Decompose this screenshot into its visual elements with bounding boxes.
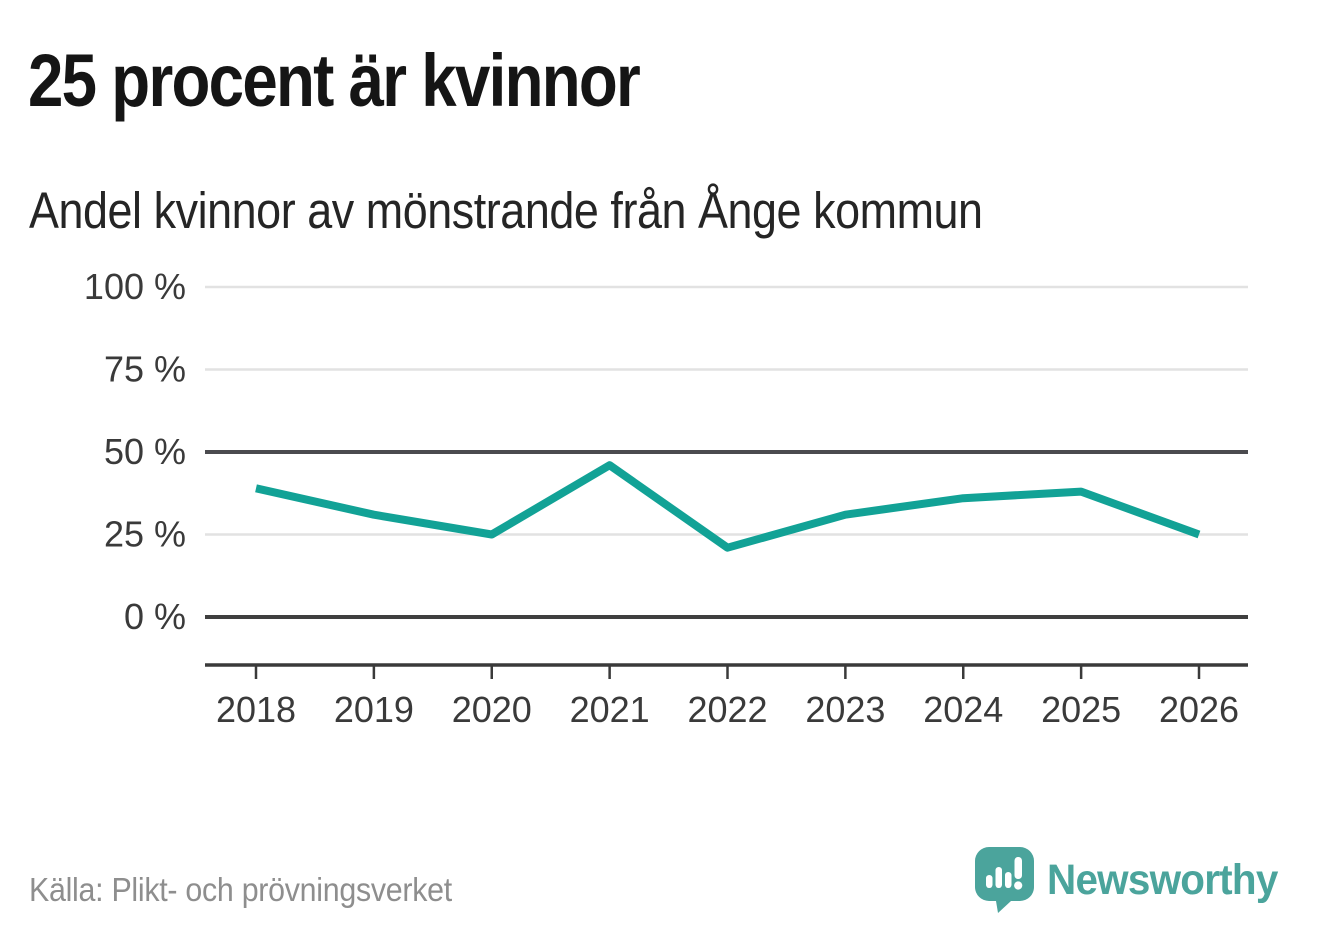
x-tick-label-2018: 2018 — [216, 689, 296, 730]
newsworthy-logo: Newsworthy — [974, 847, 1292, 913]
y-tick-label-75: 75 % — [104, 349, 186, 390]
data-line-Andel kvinnor av mönstrande — [255, 461, 1201, 552]
x-tick-label-2019: 2019 — [334, 689, 414, 730]
x-tick-label-2025: 2025 — [1041, 689, 1121, 730]
chart-subtitle: Andel kvinnor av mönstrande från Ånge ko… — [29, 182, 983, 239]
source-note: Källa: Plikt- och prövningsverket — [29, 871, 452, 908]
line-chart: 100 % 75 % 50 % 25 % 0 % 2018 2019 2020 2021 2022… — [84, 266, 1248, 730]
x-tick-label-2020: 2020 — [452, 689, 532, 730]
x-tick-label-2024: 2024 — [923, 689, 1003, 730]
x-tick-label-2023: 2023 — [805, 689, 885, 730]
y-tick-label-25: 25 % — [104, 514, 186, 555]
chart-title: 25 procent är kvinnor — [28, 39, 641, 122]
y-tick-label-50: 50 % — [104, 431, 186, 472]
newsworthy-logo-text: Newsworthy — [1046, 855, 1278, 904]
x-tick-label-2021: 2021 — [570, 689, 650, 730]
x-tick-label-2022: 2022 — [687, 689, 767, 730]
x-tick-label-2026: 2026 — [1159, 689, 1239, 730]
newsworthy-logo-icon — [974, 847, 1034, 913]
y-tick-label-100: 100 % — [84, 266, 186, 307]
y-tick-label-0: 0 % — [124, 596, 186, 637]
